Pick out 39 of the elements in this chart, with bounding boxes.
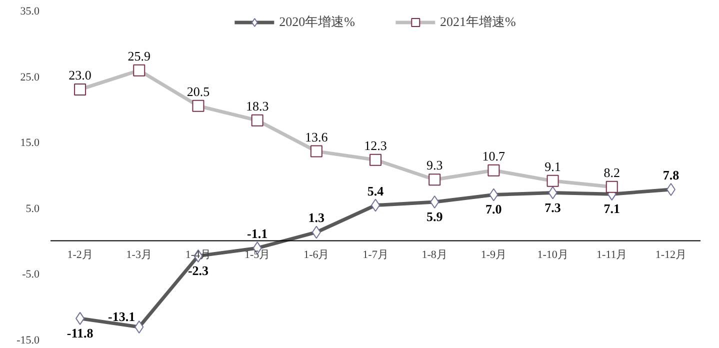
y-tick-label: -5.0 — [22, 268, 40, 281]
data-label: 13.6 — [305, 129, 328, 144]
data-label: 20.5 — [186, 84, 210, 99]
data-label: 7.3 — [544, 200, 562, 215]
data-label: 5.4 — [367, 183, 384, 198]
x-tick-label: 1-7月 — [362, 248, 388, 261]
x-tick-label: 1-5月 — [244, 248, 270, 261]
legend-label: 2020年增速% — [279, 13, 355, 31]
data-label: 1.3 — [308, 210, 326, 226]
y-tick-label: -15.0 — [16, 334, 40, 346]
legend-label: 2021年增速% — [440, 13, 516, 31]
x-tick-label: 1-11月 — [596, 248, 628, 261]
data-label: -1.1 — [247, 226, 268, 242]
y-tick-label: 15.0 — [20, 137, 40, 150]
data-label: 10.7 — [482, 148, 506, 164]
x-tick-label: 1-12月 — [655, 248, 687, 261]
y-tick-label: 35.0 — [20, 6, 40, 18]
data-label: -2.3 — [188, 262, 210, 278]
data-label: -13.1 — [108, 309, 136, 324]
data-label: 9.3 — [426, 158, 443, 173]
data-label: 18.3 — [246, 98, 269, 114]
data-label: 9.1 — [544, 158, 561, 174]
x-tick-label: 1-2月 — [67, 248, 93, 261]
data-label: -11.8 — [66, 325, 94, 340]
data-label: 7.1 — [604, 201, 620, 216]
x-tick-label: 1-9月 — [480, 248, 507, 261]
data-label: 25.9 — [128, 48, 151, 64]
data-label: 8.2 — [604, 164, 620, 180]
x-tick-label: 1-6月 — [304, 248, 330, 261]
data-label: 7.0 — [486, 202, 502, 217]
x-tick-label: 1-8月 — [422, 248, 448, 261]
data-label: 5.9 — [426, 208, 444, 224]
data-label: 12.3 — [364, 138, 387, 153]
data-label: 7.8 — [662, 167, 680, 182]
data-label: 23.0 — [68, 67, 92, 82]
x-tick-label: 1-10月 — [537, 248, 568, 261]
x-tick-label: 1-3月 — [126, 248, 152, 261]
y-tick-label: 25.0 — [20, 71, 40, 84]
y-tick-label: 5.0 — [26, 202, 40, 215]
